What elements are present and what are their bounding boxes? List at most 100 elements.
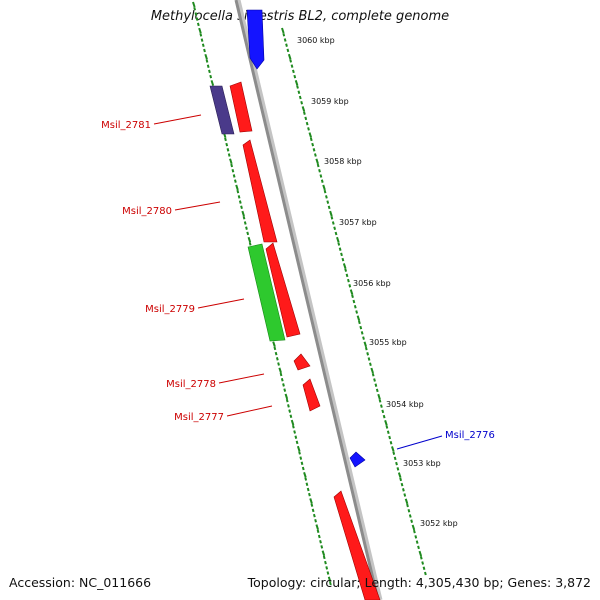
outer-ruler-dash bbox=[331, 221, 335, 225]
outer-ruler-dash bbox=[407, 508, 411, 513]
inner-ruler-dash bbox=[289, 414, 293, 419]
outer-ruler-dash bbox=[415, 540, 419, 544]
inner-ruler-dash bbox=[241, 210, 245, 217]
inner-ruler-dash bbox=[198, 27, 202, 34]
inner-ruler-dash bbox=[319, 539, 322, 544]
backbone-track bbox=[234, 0, 383, 600]
inner-ruler-dash bbox=[235, 184, 239, 191]
inner-ruler-dash bbox=[317, 534, 321, 539]
inner-ruler-dash bbox=[312, 513, 316, 518]
inner-ruler-dash bbox=[321, 550, 326, 556]
outer-ruler-dash bbox=[355, 310, 359, 314]
accession-text: Accession: NC_011666 bbox=[9, 575, 152, 590]
inner-ruler-dash bbox=[193, 6, 197, 11]
inner-ruler-dash bbox=[245, 226, 248, 230]
outer-ruler-dash bbox=[326, 200, 330, 204]
inner-ruler-dash bbox=[322, 555, 326, 560]
inner-ruler-dash bbox=[233, 179, 237, 183]
outer-ruler-dash bbox=[382, 414, 386, 419]
inner-ruler-dash bbox=[296, 445, 301, 452]
inner-ruler-dash bbox=[320, 545, 324, 549]
inner-ruler-dash bbox=[325, 566, 329, 570]
outer-ruler-dash bbox=[363, 341, 368, 348]
gene-label: Msil_2779 bbox=[145, 304, 195, 315]
inner-ruler-dash bbox=[226, 148, 230, 152]
outer-ruler-dash bbox=[359, 325, 363, 330]
outer-ruler-dash bbox=[414, 535, 418, 539]
outer-ruler-dash bbox=[342, 263, 347, 269]
outer-ruler-dash bbox=[308, 132, 313, 138]
inner-ruler-dash bbox=[206, 64, 210, 68]
outer-ruler-dash bbox=[393, 456, 397, 461]
gene-leader-line bbox=[174, 201, 221, 211]
inner-ruler-dash bbox=[324, 560, 327, 565]
outer-ruler-dash bbox=[396, 467, 400, 471]
gene-arrow-msil-2776 bbox=[349, 451, 366, 468]
inner-ruler-dash bbox=[247, 236, 252, 243]
inner-ruler-dash bbox=[278, 367, 282, 374]
gene-leader-line bbox=[197, 298, 245, 309]
outer-ruler-dash bbox=[397, 472, 402, 478]
inner-ruler-dash bbox=[306, 487, 310, 492]
outer-ruler-dash bbox=[373, 378, 376, 382]
outer-ruler-dash bbox=[287, 53, 292, 60]
outer-ruler-dash bbox=[289, 59, 293, 63]
outer-ruler-dash bbox=[290, 64, 294, 68]
inner-ruler-dash bbox=[277, 362, 280, 366]
outer-ruler-dash bbox=[419, 556, 423, 560]
outer-ruler-dash bbox=[399, 477, 403, 482]
outer-ruler-dash bbox=[285, 43, 288, 47]
inner-ruler-dash bbox=[290, 419, 295, 426]
outer-ruler-dash bbox=[292, 69, 295, 74]
outer-ruler-dash bbox=[281, 27, 285, 34]
gene-arrow-msil-2779 bbox=[247, 243, 286, 342]
gene-arrow-purple bbox=[209, 85, 235, 135]
outer-ruler-dash bbox=[402, 488, 405, 492]
outer-ruler-dash bbox=[298, 95, 302, 100]
inner-ruler-dash bbox=[275, 357, 279, 361]
outer-ruler-dash bbox=[318, 168, 321, 173]
gene-arrow-msil-2780 bbox=[242, 139, 278, 243]
outer-ruler-dash bbox=[300, 100, 304, 105]
outer-ruler-dash bbox=[395, 461, 398, 466]
inner-ruler-dash bbox=[192, 1, 196, 8]
inner-ruler-dash bbox=[195, 17, 199, 21]
outer-ruler-dash bbox=[384, 420, 388, 426]
inner-ruler-dash bbox=[301, 466, 305, 471]
outer-ruler-dash bbox=[323, 189, 327, 194]
outer-ruler-dash bbox=[391, 446, 395, 452]
outer-ruler-dash bbox=[311, 142, 315, 147]
inner-ruler-dash bbox=[238, 200, 242, 204]
gene-leader-line bbox=[153, 114, 202, 125]
outer-ruler-dash bbox=[377, 393, 381, 400]
gene-arrow-msil-2778 bbox=[293, 353, 311, 371]
inner-ruler-dash bbox=[279, 372, 283, 377]
inner-ruler-dash bbox=[243, 221, 247, 225]
tick-label: 3057 kbp bbox=[339, 218, 377, 227]
inner-ruler-dash bbox=[284, 393, 289, 400]
outer-ruler-dash bbox=[336, 236, 340, 243]
inner-ruler-dash bbox=[232, 174, 236, 178]
outer-ruler-dash bbox=[380, 404, 383, 408]
outer-ruler-dash bbox=[293, 74, 297, 79]
outer-ruler-dash bbox=[411, 524, 416, 531]
inner-ruler-dash bbox=[231, 168, 235, 173]
outer-ruler-dash bbox=[366, 352, 370, 356]
inner-ruler-dash bbox=[199, 33, 203, 37]
inner-ruler-dash bbox=[205, 59, 209, 63]
tick-label: 3058 kbp bbox=[324, 157, 362, 166]
inner-ruler-dash bbox=[316, 529, 320, 534]
gene-arrow-blue bbox=[246, 9, 265, 70]
outer-ruler-dash bbox=[297, 90, 301, 95]
inner-ruler-dash bbox=[298, 451, 301, 455]
outer-ruler-dash bbox=[360, 331, 364, 335]
outer-ruler-dash bbox=[375, 388, 379, 393]
inner-ruler-dash bbox=[208, 69, 211, 74]
outer-ruler-dash bbox=[304, 116, 308, 121]
inner-ruler-dash bbox=[327, 576, 332, 583]
outer-ruler-dash bbox=[296, 85, 299, 89]
outer-ruler-dash bbox=[351, 294, 354, 299]
outer-ruler-dash bbox=[371, 372, 375, 377]
outer-ruler-dash bbox=[386, 430, 390, 435]
